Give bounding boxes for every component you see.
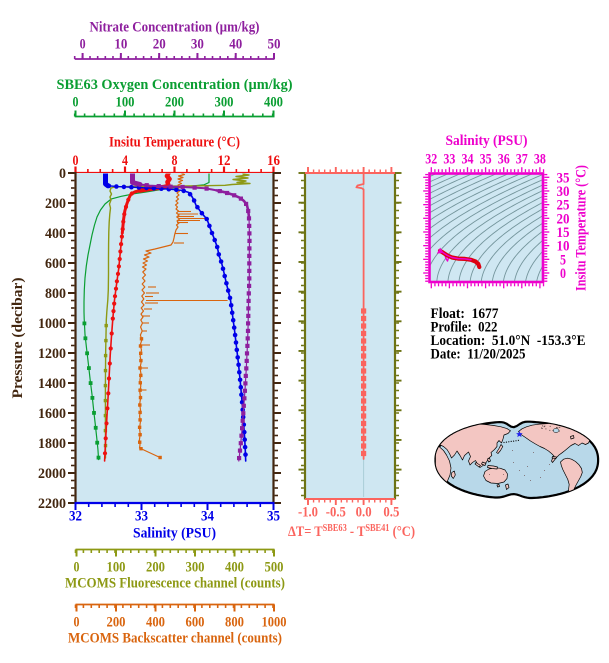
- svg-text:10: 10: [114, 37, 127, 53]
- svg-text:16: 16: [267, 153, 280, 169]
- svg-text:20: 20: [557, 211, 570, 227]
- svg-text:800: 800: [45, 286, 66, 302]
- svg-text:35: 35: [267, 509, 280, 525]
- svg-text:Insitu Temperature (°C): Insitu Temperature (°C): [109, 135, 240, 151]
- svg-text:30: 30: [191, 37, 204, 53]
- svg-text:600: 600: [186, 615, 205, 631]
- svg-text:10: 10: [557, 239, 570, 255]
- svg-text:200: 200: [45, 196, 66, 212]
- svg-text:20: 20: [153, 37, 166, 53]
- svg-text:400: 400: [225, 560, 244, 576]
- svg-text:200: 200: [165, 95, 184, 111]
- svg-text:25: 25: [557, 198, 570, 214]
- svg-text:Nitrate Concentration (µm/kg): Nitrate Concentration (µm/kg): [90, 20, 260, 36]
- svg-text:34: 34: [201, 509, 214, 525]
- svg-text:35: 35: [557, 170, 570, 186]
- svg-text:12: 12: [218, 153, 231, 169]
- svg-text:300: 300: [215, 95, 234, 111]
- svg-text:30: 30: [557, 184, 570, 200]
- svg-text:Pressure (decibar): Pressure (decibar): [10, 278, 26, 399]
- svg-text:ΔT= TSBE63 - TSBE41 (°C): ΔT= TSBE63 - TSBE41 (°C): [288, 522, 415, 540]
- svg-text:400: 400: [264, 95, 283, 111]
- svg-text:MCOMS Backscatter channel (cou: MCOMS Backscatter channel (counts): [68, 631, 282, 647]
- svg-text:0: 0: [80, 37, 86, 53]
- svg-text:8: 8: [172, 153, 178, 169]
- svg-text:1200: 1200: [38, 346, 66, 362]
- svg-text:200: 200: [107, 615, 126, 631]
- svg-text:Location: 51.0°N -153.3°E: Location: 51.0°N -153.3°E: [431, 333, 586, 349]
- svg-text:0.5: 0.5: [383, 505, 399, 521]
- svg-text:Insitu Temperature (°C): Insitu Temperature (°C): [574, 165, 590, 291]
- svg-text:300: 300: [186, 560, 205, 576]
- svg-text:50: 50: [268, 37, 281, 53]
- svg-text:0: 0: [73, 95, 79, 111]
- svg-text:-1.0: -1.0: [298, 505, 318, 521]
- svg-text:0: 0: [59, 166, 66, 182]
- svg-text:4: 4: [122, 153, 128, 169]
- svg-text:100: 100: [107, 560, 126, 576]
- svg-text:SBE63 Oxygen Concentration (µm: SBE63 Oxygen Concentration (µm/kg): [57, 77, 293, 93]
- svg-text:36: 36: [498, 152, 510, 168]
- svg-text:40: 40: [229, 37, 242, 53]
- svg-text:2200: 2200: [38, 496, 66, 512]
- svg-text:800: 800: [225, 615, 244, 631]
- svg-text:0.0: 0.0: [356, 505, 372, 521]
- svg-text:1400: 1400: [38, 376, 66, 392]
- svg-text:Salinity (PSU): Salinity (PSU): [446, 133, 528, 149]
- svg-text:32: 32: [69, 509, 82, 525]
- svg-text:15: 15: [557, 225, 570, 241]
- svg-text:600: 600: [45, 256, 66, 272]
- svg-text:35: 35: [480, 152, 492, 168]
- svg-text:32: 32: [425, 152, 437, 168]
- svg-text:33: 33: [135, 509, 148, 525]
- svg-text:MCOMS Fluorescence channel (co: MCOMS Fluorescence channel (counts): [65, 576, 285, 592]
- svg-text:5: 5: [560, 252, 566, 268]
- svg-text:400: 400: [146, 615, 165, 631]
- svg-text:Salinity (PSU): Salinity (PSU): [133, 526, 216, 542]
- svg-text:Profile: 022: Profile: 022: [431, 320, 498, 336]
- svg-text:-0.5: -0.5: [326, 505, 346, 521]
- svg-text:1800: 1800: [38, 436, 66, 452]
- svg-text:33: 33: [443, 152, 455, 168]
- svg-text:100: 100: [116, 95, 135, 111]
- svg-text:1600: 1600: [38, 406, 66, 422]
- svg-text:1000: 1000: [38, 316, 66, 332]
- svg-text:0: 0: [73, 153, 79, 169]
- svg-text:37: 37: [516, 152, 528, 168]
- svg-text:2000: 2000: [38, 466, 66, 482]
- svg-text:200: 200: [146, 560, 165, 576]
- svg-text:0: 0: [74, 615, 80, 631]
- svg-text:400: 400: [45, 226, 66, 242]
- svg-text:1000: 1000: [262, 615, 287, 631]
- svg-text:Date: 11/20/2025: Date: 11/20/2025: [431, 346, 526, 362]
- svg-text:0: 0: [560, 266, 566, 282]
- svg-text:500: 500: [265, 560, 284, 576]
- svg-text:0: 0: [74, 560, 80, 576]
- svg-text:Float: 1677: Float: 1677: [431, 306, 499, 322]
- svg-text:38: 38: [534, 152, 546, 168]
- svg-text:34: 34: [462, 152, 474, 168]
